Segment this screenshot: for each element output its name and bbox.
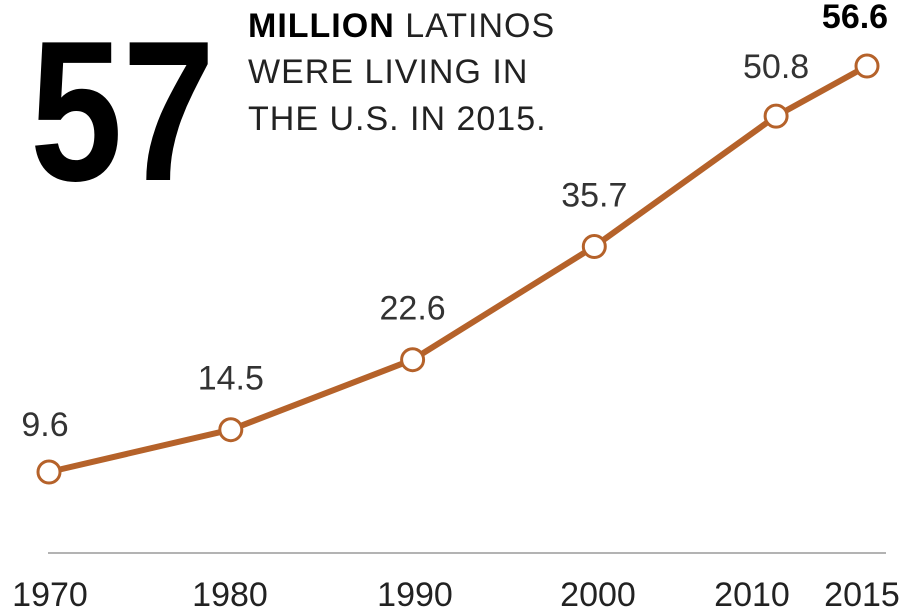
data-label-1990: 22.6 xyxy=(380,290,446,328)
data-point-2010 xyxy=(763,103,789,129)
data-point-1970 xyxy=(36,459,62,485)
headline-line-1-strong: MILLION xyxy=(248,7,395,45)
x-tick-labels-group: 1970 1980 1990 2000 2010 2015 xyxy=(12,576,900,611)
x-tick-label-2015: 2015 xyxy=(824,576,900,611)
x-tick-label-1970: 1970 xyxy=(12,576,88,611)
data-point-2000 xyxy=(581,234,607,259)
headline-big-number: 57 xyxy=(30,0,215,223)
x-tick-label-2000: 2000 xyxy=(560,576,636,611)
headline-line-1-rest: LATINOS xyxy=(395,7,555,45)
x-tick-label-2010: 2010 xyxy=(714,576,790,611)
data-label-1980: 14.5 xyxy=(198,360,264,398)
data-point-1990 xyxy=(400,347,426,373)
headline-line-3: THE U.S. IN 2015. xyxy=(248,100,547,138)
headline-line-2: WERE LIVING IN xyxy=(248,53,528,91)
data-point-1980 xyxy=(218,417,244,443)
data-label-2010: 50.8 xyxy=(743,48,809,86)
data-point-2015 xyxy=(854,53,880,79)
data-label-2000: 35.7 xyxy=(561,177,627,215)
headline-line-1: MILLION LATINOS xyxy=(248,7,555,45)
data-labels-group: 9.6 14.5 22.6 35.7 50.8 56.6 xyxy=(21,0,888,444)
x-tick-label-1980: 1980 xyxy=(192,576,268,611)
data-label-1970: 9.6 xyxy=(21,406,68,444)
series-line xyxy=(46,63,870,475)
series-group xyxy=(36,53,880,485)
data-label-2015: 56.6 xyxy=(822,0,888,36)
x-tick-label-1990: 1990 xyxy=(377,576,453,611)
